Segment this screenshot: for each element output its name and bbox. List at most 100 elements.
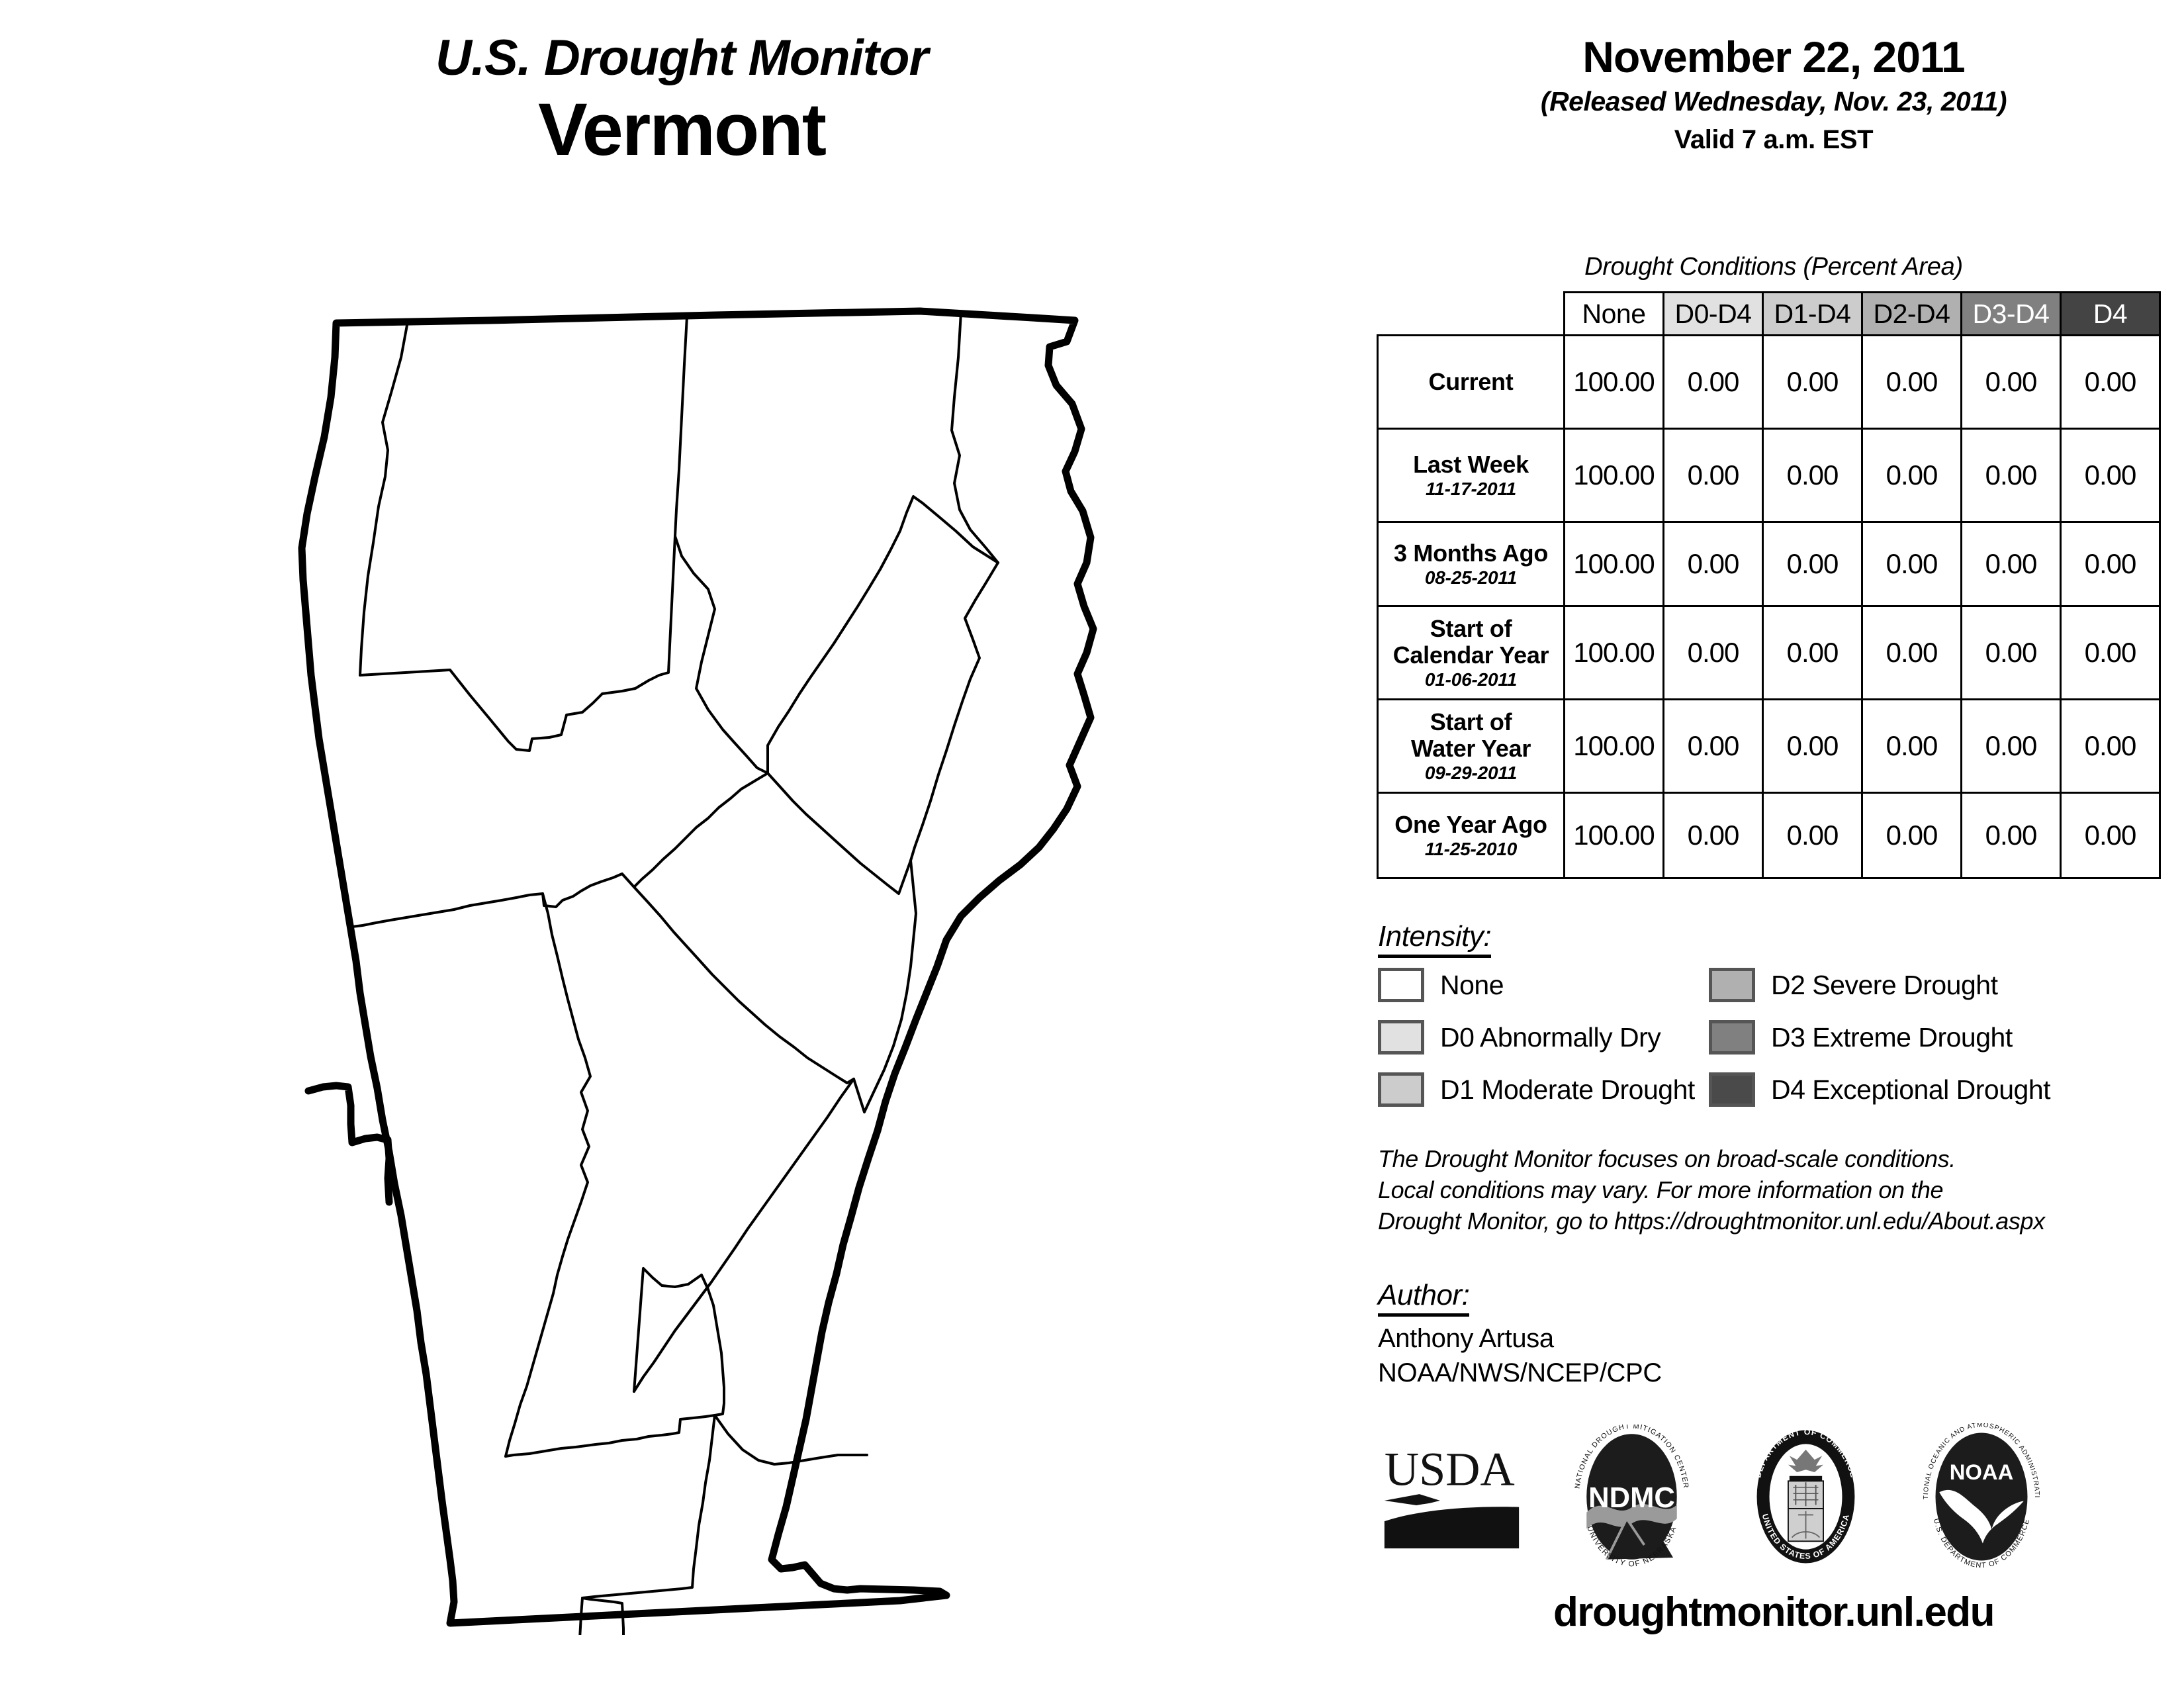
legend-item-d0: D0 Abnormally Dry (1378, 1020, 1709, 1055)
state-outline-detail (304, 1082, 393, 1206)
row-label-date: 08-25-2011 (1424, 567, 1518, 588)
table-row: Current 100.00 0.00 0.00 0.00 0.00 0.00 (1377, 334, 2161, 430)
vermont-map[interactable] (251, 278, 1178, 1635)
svg-text:NDMC: NDMC (1588, 1482, 1675, 1514)
cell-d4: 0.00 (2060, 605, 2161, 700)
disclaimer-line-1: The Drought Monitor focuses on broad-sca… (1378, 1145, 1956, 1172)
cell-none: 100.00 (1563, 605, 1664, 700)
cell-d4: 0.00 (2060, 698, 2161, 794)
cell-none: 100.00 (1563, 792, 1664, 879)
legend-swatch-d0 (1378, 1020, 1424, 1055)
row-label-date: 11-25-2010 (1424, 838, 1518, 859)
cell-d3-d4: 0.00 (1960, 605, 2062, 700)
cell-d2-d4: 0.00 (1861, 428, 1962, 523)
cell-none: 100.00 (1563, 334, 1664, 430)
ndmc-logo: NDMC NATIONAL DROUGHT MITIGATION CENTER … (1564, 1422, 1700, 1572)
cell-none: 100.00 (1563, 428, 1664, 523)
release-date: (Released Wednesday, Nov. 23, 2011) (1540, 85, 2007, 117)
row-label-start-of-water-year: Start of Water Year 09-29-2011 (1377, 698, 1565, 794)
department-of-commerce-logo: DEPARTMENT OF COMMERCE UNITED STATES OF … (1738, 1425, 1874, 1572)
row-label-last-week: Last Week 11-17-2011 (1377, 428, 1565, 523)
cell-d0-d4: 0.00 (1662, 428, 1764, 523)
legend-label-d1: D1 Moderate Drought (1440, 1074, 1695, 1105)
author-heading: Author: (1378, 1279, 1470, 1317)
legend-label-none: None (1440, 969, 1504, 1000)
cell-d1-d4: 0.00 (1762, 521, 1863, 607)
table-row: Start of Water Year 09-29-2011 100.00 0.… (1377, 698, 2161, 794)
cell-none: 100.00 (1563, 698, 1664, 794)
state-title: Vermont (537, 88, 827, 171)
column-header-none: None (1563, 291, 1664, 336)
disclaimer-line-3: Drought Monitor, go to https://droughtmo… (1378, 1207, 2045, 1235)
cell-d4: 0.00 (2060, 521, 2161, 607)
cell-d0-d4: 0.00 (1662, 605, 1764, 700)
legend-item-none: None (1378, 968, 1709, 1002)
row-label-text: Current (1428, 367, 1514, 395)
table-row: 3 Months Ago 08-25-2011 100.00 0.00 0.00… (1377, 521, 2161, 607)
row-label-text: Start of Water Year (1410, 708, 1531, 762)
legend-swatch-d3 (1709, 1020, 1755, 1055)
drought-conditions-table: None D0-D4 D1-D4 D2-D4 D3-D4 D4 Current … (1377, 291, 2161, 879)
row-label-text: 3 Months Ago (1393, 539, 1549, 567)
cell-d2-d4: 0.00 (1861, 792, 1962, 879)
legend-swatch-d2 (1709, 968, 1755, 1002)
row-label-one-year-ago: One Year Ago 11-25-2010 (1377, 792, 1565, 879)
table-header-row: None D0-D4 D1-D4 D2-D4 D3-D4 D4 (1378, 291, 2161, 336)
row-label-current: Current (1377, 334, 1565, 430)
cell-d4: 0.00 (2060, 428, 2161, 523)
legend-item-d3: D3 Extreme Drought (1709, 1020, 2132, 1055)
row-label-text: Last Week (1413, 450, 1529, 478)
footer-url[interactable]: droughtmonitor.unl.edu (1553, 1589, 1995, 1635)
table-corner-cell (1378, 293, 1565, 336)
author-name: Anthony Artusa (1378, 1324, 1554, 1353)
date-block: November 22, 2011 (Released Wednesday, N… (1363, 34, 2184, 155)
legend-label-d3: D3 Extreme Drought (1771, 1021, 2013, 1053)
county-lines (351, 311, 999, 1635)
table-row: Last Week 11-17-2011 100.00 0.00 0.00 0.… (1377, 428, 2161, 523)
state-fill (306, 311, 1092, 1585)
column-header-d3-d4: D3-D4 (1960, 291, 2062, 336)
row-label-date: 09-29-2011 (1424, 763, 1518, 784)
legend-label-d4: D4 Exceptional Drought (1771, 1074, 2051, 1105)
svg-text:NOAA: NOAA (1950, 1459, 2014, 1483)
table-caption: Drought Conditions (Percent Area) (1584, 253, 1963, 281)
vermont-map-svg[interactable] (251, 278, 1178, 1635)
legend-swatch-none (1378, 968, 1424, 1002)
cell-d2-d4: 0.00 (1861, 521, 1962, 607)
legend-swatch-d1 (1378, 1072, 1424, 1107)
cell-d3-d4: 0.00 (1960, 792, 2062, 879)
cell-d1-d4: 0.00 (1762, 334, 1863, 430)
legend-row: D1 Moderate Drought D4 Exceptional Droug… (1378, 1072, 2172, 1125)
title-block: U.S. Drought Monitor Vermont (0, 33, 1363, 167)
valid-date: November 22, 2011 (1582, 32, 1965, 81)
disclaimer-text: The Drought Monitor focuses on broad-sca… (1378, 1144, 2179, 1237)
row-label-3-months-ago: 3 Months Ago 08-25-2011 (1377, 521, 1565, 607)
column-header-d2-d4: D2-D4 (1861, 291, 1962, 336)
cell-d4: 0.00 (2060, 792, 2161, 879)
cell-d4: 0.00 (2060, 334, 2161, 430)
cell-d1-d4: 0.00 (1762, 605, 1863, 700)
row-label-text: Start of Calendar Year (1392, 614, 1549, 669)
info-panel: November 22, 2011 (Released Wednesday, N… (1363, 0, 2184, 1688)
legend-row: D0 Abnormally Dry D3 Extreme Drought (1378, 1020, 2172, 1072)
row-label-text: One Year Ago (1394, 810, 1547, 838)
cell-d2-d4: 0.00 (1861, 334, 1962, 430)
legend-item-d1: D1 Moderate Drought (1378, 1072, 1709, 1107)
svg-text:USDA: USDA (1385, 1442, 1515, 1495)
author-organization: NOAA/NWS/NCEP/CPC (1378, 1358, 1662, 1387)
cell-d3-d4: 0.00 (1960, 428, 2062, 523)
intensity-legend: None D2 Severe Drought D0 Abnormally Dry… (1378, 968, 2172, 1125)
row-label-date: 01-06-2011 (1424, 669, 1518, 690)
cell-d3-d4: 0.00 (1960, 698, 2062, 794)
usda-logo: USDA (1381, 1438, 1523, 1558)
legend-swatch-d4 (1709, 1072, 1755, 1107)
cell-d3-d4: 0.00 (1960, 334, 2062, 430)
row-label-date: 11-17-2011 (1425, 478, 1517, 499)
cell-d0-d4: 0.00 (1662, 792, 1764, 879)
legend-item-d2: D2 Severe Drought (1709, 968, 2132, 1002)
column-header-d0-d4: D0-D4 (1662, 291, 1764, 336)
cell-d1-d4: 0.00 (1762, 428, 1863, 523)
page-title: U.S. Drought Monitor (435, 30, 929, 86)
state-outline (298, 307, 1097, 1627)
column-header-d1-d4: D1-D4 (1762, 291, 1863, 336)
